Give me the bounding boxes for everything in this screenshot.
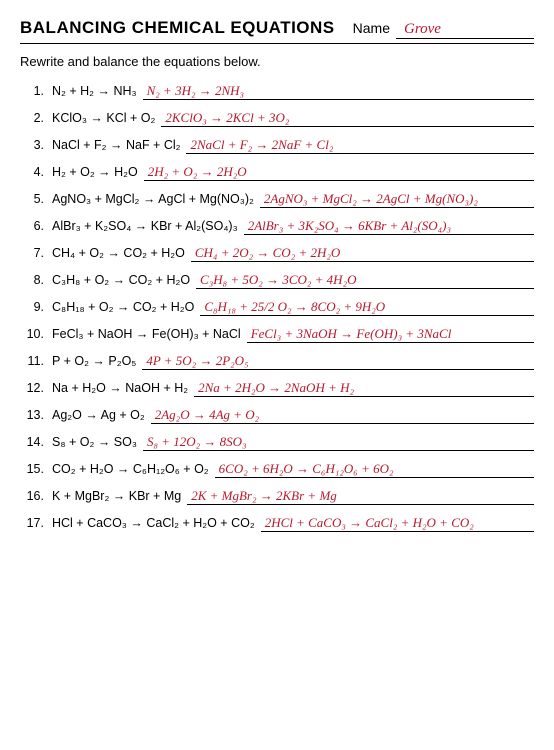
problem-number: 8. xyxy=(20,273,44,287)
problem-row: 5. AgNO₃ + MgCl₂ → AgCl + Mg(NO₃)₂ 2AgNO₃ … xyxy=(20,191,534,208)
answer-field[interactable]: 2KClO₃ → 2KCl + 3O₂ xyxy=(161,110,534,127)
problem-number: 1. xyxy=(20,84,44,98)
answer-field[interactable]: 2K + MgBr₂ → 2KBr + Mg xyxy=(187,488,534,505)
answer-field[interactable]: 4P + 5O₂ → 2P₂O₅ xyxy=(142,353,534,370)
problem-number: 12. xyxy=(20,381,44,395)
problem-number: 4. xyxy=(20,165,44,179)
answer-field[interactable]: S₈ + 12O₂ → 8SO₃ xyxy=(143,434,534,451)
worksheet-title: BALANCING CHEMICAL EQUATIONS xyxy=(20,18,335,38)
problem-row: 12. Na + H₂O → NaOH + H₂ 2Na + 2H₂O → 2NaO… xyxy=(20,380,534,397)
answer-field[interactable]: 2Na + 2H₂O → 2NaOH + H₂ xyxy=(194,380,534,397)
answer-field[interactable]: 2HCl + CaCO₃ → CaCl₂ + H₂O + CO₂ xyxy=(261,515,534,532)
problem-equation: NaCl + F₂ → NaF + Cl₂ xyxy=(52,138,180,152)
answer-field[interactable]: 2AlBr₃ + 3K₂SO₄ → 6KBr + Al₂(SO₄)₃ xyxy=(244,218,534,235)
problem-number: 13. xyxy=(20,408,44,422)
problem-row: 15. CO₂ + H₂O → C₆H₁₂O₆ + O₂ 6CO₂ + 6H₂O →… xyxy=(20,461,534,478)
problem-equation: CH₄ + O₂ → CO₂ + H₂O xyxy=(52,246,185,260)
problem-number: 10. xyxy=(20,327,44,341)
problem-number: 6. xyxy=(20,219,44,233)
problem-row: 2. KClO₃ → KCl + O₂ 2KClO₃ → 2KCl + 3O₂ xyxy=(20,110,534,127)
problem-equation: HCl + CaCO₃ → CaCl₂ + H₂O + CO₂ xyxy=(52,516,255,530)
instruction-text: Rewrite and balance the equations below. xyxy=(20,54,534,69)
problem-row: 13. Ag₂O → Ag + O₂ 2Ag₂O → 4Ag + O₂ xyxy=(20,407,534,424)
problem-equation: AlBr₃ + K₂SO₄ → KBr + Al₂(SO₄)₃ xyxy=(52,219,238,233)
problem-equation: Ag₂O → Ag + O₂ xyxy=(52,408,145,422)
problem-equation: K + MgBr₂ → KBr + Mg xyxy=(52,489,181,503)
problem-equation: P + O₂ → P₂O₅ xyxy=(52,354,136,368)
problem-equation: Na + H₂O → NaOH + H₂ xyxy=(52,381,188,395)
answer-field[interactable]: FeCl₃ + 3NaOH → Fe(OH)₃ + 3NaCl xyxy=(247,326,534,343)
problem-row: 9. C₈H₁₈ + O₂ → CO₂ + H₂O C₈H₁₈ + 25/2 O₂ … xyxy=(20,299,534,316)
name-label: Name xyxy=(353,20,390,36)
problem-equation: N₂ + H₂ → NH₃ xyxy=(52,84,137,98)
problem-row: 3. NaCl + F₂ → NaF + Cl₂ 2NaCl + F₂ → 2NaF… xyxy=(20,137,534,154)
problem-number: 16. xyxy=(20,489,44,503)
answer-field[interactable]: 2NaCl + F₂ → 2NaF + Cl₂ xyxy=(186,137,534,154)
header-divider xyxy=(20,43,534,44)
problem-number: 15. xyxy=(20,462,44,476)
problem-equation: KClO₃ → KCl + O₂ xyxy=(52,111,155,125)
problem-number: 5. xyxy=(20,192,44,206)
answer-field[interactable]: 2H₂ + O₂ → 2H₂O xyxy=(144,164,534,181)
problem-number: 2. xyxy=(20,111,44,125)
problem-equation: CO₂ + H₂O → C₆H₁₂O₆ + O₂ xyxy=(52,462,209,476)
problem-number: 7. xyxy=(20,246,44,260)
answer-field[interactable]: 2Ag₂O → 4Ag + O₂ xyxy=(151,407,534,424)
problem-equation: FeCl₃ + NaOH → Fe(OH)₃ + NaCl xyxy=(52,327,241,341)
problem-number: 3. xyxy=(20,138,44,152)
problem-number: 14. xyxy=(20,435,44,449)
answer-field[interactable]: 2AgNO₃ + MgCl₂ → 2AgCl + Mg(NO₃)₂ xyxy=(260,191,534,208)
problem-row: 14. S₈ + O₂ → SO₃ S₈ + 12O₂ → 8SO₃ xyxy=(20,434,534,451)
problem-equation: C₃H₈ + O₂ → CO₂ + H₂O xyxy=(52,273,190,287)
header-row: BALANCING CHEMICAL EQUATIONS Name Grove xyxy=(20,18,534,39)
problem-row: 10. FeCl₃ + NaOH → Fe(OH)₃ + NaCl FeCl₃ + … xyxy=(20,326,534,343)
answer-field[interactable]: 6CO₂ + 6H₂O → C₆H₁₂O₆ + 6O₂ xyxy=(215,461,534,478)
problem-row: 8. C₃H₈ + O₂ → CO₂ + H₂O C₃H₈ + 5O₂ → 3CO₂… xyxy=(20,272,534,289)
student-name-field[interactable]: Grove xyxy=(396,21,534,39)
answer-field[interactable]: C₈H₁₈ + 25/2 O₂ → 8CO₂ + 9H₂O xyxy=(200,299,534,316)
problem-row: 4. H₂ + O₂ → H₂O 2H₂ + O₂ → 2H₂O xyxy=(20,164,534,181)
problem-number: 17. xyxy=(20,516,44,530)
problems-list: 1. N₂ + H₂ → NH₃ N₂ + 3H₂ → 2NH₃ 2. KClO₃ → … xyxy=(20,83,534,532)
problem-equation: C₈H₁₈ + O₂ → CO₂ + H₂O xyxy=(52,300,194,314)
problem-row: 1. N₂ + H₂ → NH₃ N₂ + 3H₂ → 2NH₃ xyxy=(20,83,534,100)
problem-row: 17. HCl + CaCO₃ → CaCl₂ + H₂O + CO₂ 2HCl +… xyxy=(20,515,534,532)
problem-equation: H₂ + O₂ → H₂O xyxy=(52,165,138,179)
problem-number: 9. xyxy=(20,300,44,314)
answer-field[interactable]: N₂ + 3H₂ → 2NH₃ xyxy=(143,83,534,100)
problem-row: 6. AlBr₃ + K₂SO₄ → KBr + Al₂(SO₄)₃ 2AlBr₃ … xyxy=(20,218,534,235)
problem-row: 7. CH₄ + O₂ → CO₂ + H₂O CH₄ + 2O₂ → CO₂ + … xyxy=(20,245,534,262)
problem-equation: S₈ + O₂ → SO₃ xyxy=(52,435,137,449)
answer-field[interactable]: CH₄ + 2O₂ → CO₂ + 2H₂O xyxy=(191,245,534,262)
answer-field[interactable]: C₃H₈ + 5O₂ → 3CO₂ + 4H₂O xyxy=(196,272,534,289)
problem-row: 16. K + MgBr₂ → KBr + Mg 2K + MgBr₂ → 2KBr… xyxy=(20,488,534,505)
problem-equation: AgNO₃ + MgCl₂ → AgCl + Mg(NO₃)₂ xyxy=(52,192,254,206)
problem-row: 11. P + O₂ → P₂O₅ 4P + 5O₂ → 2P₂O₅ xyxy=(20,353,534,370)
problem-number: 11. xyxy=(20,354,44,368)
